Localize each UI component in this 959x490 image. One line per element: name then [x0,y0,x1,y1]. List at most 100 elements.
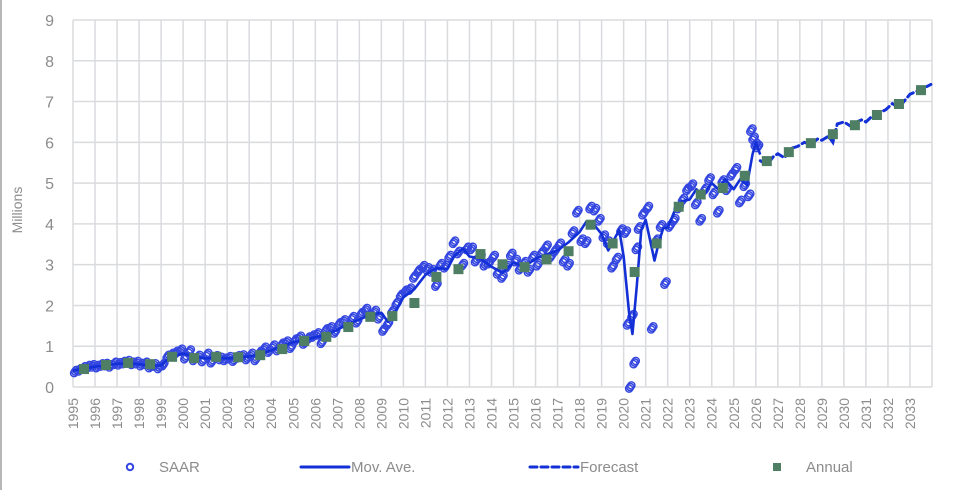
annual-point [431,271,442,282]
saar-point [608,262,618,272]
saar-point [378,327,387,336]
saar-point [709,188,719,198]
saar-point [743,192,753,202]
annual-point [123,357,134,368]
legend-item-annual[interactable]: Annual [773,459,853,476]
annual-point [409,297,420,308]
annual-point [211,351,222,362]
x-tick-label: 2032 [880,398,896,429]
legend-item-mov-ave[interactable]: Mov. Ave. [299,459,415,476]
annual-point [805,138,816,149]
y-axis-ticks: 0 1 2 3 4 5 6 7 8 9 [45,13,54,397]
x-tick-label: 1996 [87,398,103,429]
saar-point [607,264,616,273]
saar-point [510,257,519,267]
legend-label-mov-ave: Mov. Ave. [351,459,415,476]
saar-point [453,249,462,259]
saar-point [206,359,215,368]
saar-point [611,255,621,265]
saar-point [746,125,756,135]
annual-point [827,129,838,140]
annual-marker-icon [773,463,781,471]
saar-point [612,254,622,263]
y-tick-label: 5 [45,176,54,193]
legend: SAAR Mov. Ave. Forecast Annual [125,459,853,476]
legend-item-forecast[interactable]: Forecast [528,459,639,476]
x-tick-label: 2031 [858,398,874,429]
annual-point [761,156,772,167]
x-tick-label: 2021 [638,398,654,429]
x-tick-label: 2004 [263,398,279,429]
annual-point [563,246,574,257]
x-tick-label: 2002 [219,398,235,429]
annual-point [255,350,266,361]
x-tick-label: 2016 [528,398,544,429]
x-tick-label: 2030 [836,398,852,429]
y-tick-label: 7 [45,95,54,112]
saar-point [589,206,599,216]
saar-point [624,384,634,393]
annual-point [277,344,288,355]
saar-point [580,239,590,249]
legend-label-annual: Annual [806,459,853,476]
saar-point [581,237,591,247]
annual-point [167,351,178,362]
saar-point [466,245,475,255]
saar-point [533,260,543,270]
legend-label-saar: SAAR [159,459,200,476]
annual-point [189,353,200,364]
saar-point [488,253,497,263]
saar-point [731,164,741,174]
annual-point [695,189,706,200]
saar-point [744,190,754,200]
series-annual [79,85,926,375]
annual-point [585,219,596,230]
saar-point [629,359,638,369]
saar-point [595,215,604,225]
x-tick-label: 2026 [748,398,764,429]
x-tick-label: 2018 [572,398,588,429]
x-tick-label: 2009 [373,398,389,429]
x-tick-label: 2013 [461,398,477,429]
annual-point [651,238,662,249]
annual-point [783,147,794,158]
annual-point [145,359,156,370]
saar-point [726,172,735,181]
x-tick-label: 2005 [285,398,301,429]
legend-label-forecast: Forecast [580,459,639,476]
saar-point [691,199,701,208]
y-tick-label: 3 [45,258,54,275]
annual-point [387,311,398,322]
gridlines [72,19,933,388]
x-tick-label: 2024 [704,398,720,429]
saar-point [745,127,755,137]
x-tick-label: 2029 [814,398,830,429]
saar-point [686,182,696,192]
annual-point [475,249,486,260]
x-tick-label: 2012 [439,398,455,429]
x-tick-label: 2033 [902,398,918,429]
saar-point [647,323,657,333]
annual-point [299,335,310,346]
y-tick-label: 2 [45,298,54,315]
saar-point [708,190,718,200]
x-tick-label: 1998 [131,398,147,429]
x-tick-label: 2020 [616,398,632,429]
saar-point [431,282,440,291]
x-tick-label: 2011 [417,398,433,428]
annual-point [79,364,90,375]
saar-point [625,382,635,392]
x-tick-label: 2022 [660,398,676,429]
saar-point [735,197,745,206]
x-tick-label: 2023 [682,398,698,429]
annual-point [497,259,508,270]
saar-point [713,207,723,217]
x-tick-label: 2015 [506,398,522,429]
annual-point [629,267,640,278]
saar-point [541,243,550,253]
x-tick-label: 2000 [175,398,191,429]
series-mov-ave [72,141,762,372]
legend-item-saar[interactable]: SAAR [125,459,200,476]
saar-point [572,207,582,217]
